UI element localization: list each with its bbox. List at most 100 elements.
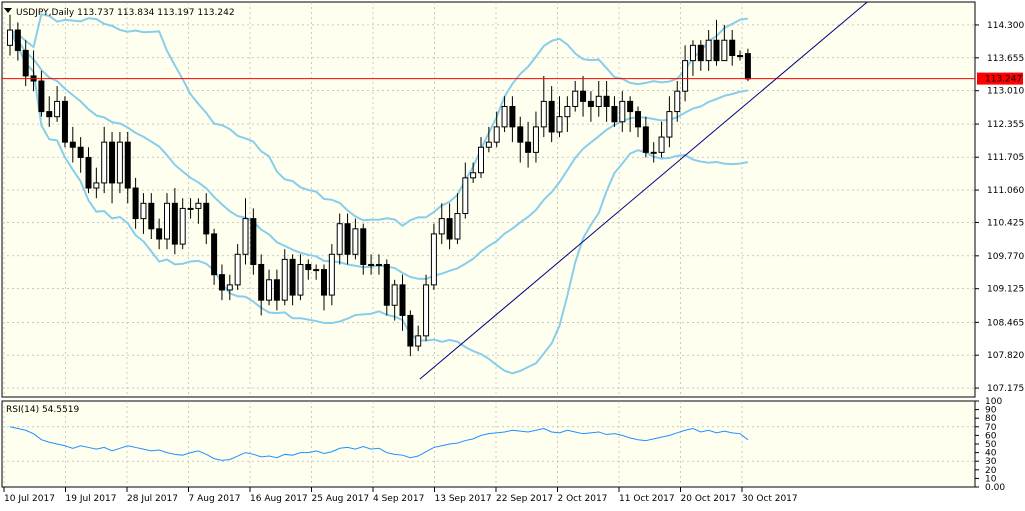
candle-body-bear bbox=[627, 100, 634, 113]
trendline[interactable] bbox=[419, 1, 868, 380]
price-panel: 114.300 113.655 113.010 112.355 111.705 111.0… bbox=[1, 1, 1024, 398]
x-tick-label: 22 Sep 2017 bbox=[496, 494, 553, 504]
candle bbox=[619, 91, 626, 132]
candle-body-bull bbox=[501, 105, 508, 128]
candle bbox=[650, 142, 657, 163]
candle-body-bear bbox=[344, 223, 351, 255]
candle bbox=[485, 126, 492, 153]
candle-body-bull bbox=[375, 263, 382, 266]
candle bbox=[635, 106, 641, 138]
candle bbox=[501, 96, 508, 132]
x-tick-label: 19 Jul 2017 bbox=[66, 494, 117, 504]
candle bbox=[195, 198, 202, 224]
candle bbox=[266, 269, 273, 306]
candle bbox=[218, 264, 225, 301]
candlestick-series bbox=[7, 14, 751, 357]
rsi-tick-label: 70 bbox=[985, 423, 997, 433]
candle-body-bear bbox=[250, 218, 257, 265]
candle-body-bull bbox=[352, 228, 359, 255]
candle-body-bear bbox=[446, 218, 453, 240]
candle bbox=[556, 96, 563, 138]
candle bbox=[203, 193, 210, 245]
x-tick-label: 10 Jul 2017 bbox=[4, 494, 55, 504]
candle bbox=[54, 86, 61, 122]
candle-body-bull bbox=[650, 151, 657, 154]
candle-body-bear bbox=[14, 29, 21, 51]
rsi-tick-label: 30 bbox=[985, 457, 997, 467]
candle bbox=[509, 96, 516, 143]
candle-body-bull bbox=[470, 172, 477, 179]
candle bbox=[407, 310, 414, 357]
y-tick-label: 112.355 bbox=[987, 120, 1024, 130]
candle bbox=[101, 126, 108, 194]
candle bbox=[321, 264, 327, 311]
candle-body-bull bbox=[281, 258, 288, 301]
candle-body-bull bbox=[266, 279, 273, 301]
candle-body-bull bbox=[140, 202, 147, 220]
candle-body-bear bbox=[580, 90, 587, 102]
candle-body-bear bbox=[642, 126, 649, 153]
candle-body-bull bbox=[619, 100, 626, 123]
candle-body-bear bbox=[383, 263, 390, 306]
current-price-label: 113.247 bbox=[985, 75, 1022, 85]
candle bbox=[666, 96, 673, 148]
candle bbox=[564, 96, 571, 132]
candle bbox=[281, 249, 288, 306]
candle bbox=[77, 137, 84, 173]
price-plot-area bbox=[1, 1, 976, 398]
dropdown-triangle-icon[interactable] bbox=[4, 8, 12, 13]
rsi-line bbox=[9, 426, 749, 461]
candle-body-bear bbox=[211, 233, 218, 276]
candle bbox=[368, 254, 375, 275]
candle-body-bull bbox=[666, 111, 673, 138]
candle-body-bull bbox=[54, 100, 61, 118]
candle bbox=[391, 279, 398, 321]
candle bbox=[689, 40, 696, 76]
candle-body-bull bbox=[658, 136, 665, 153]
y-tick-label: 114.300 bbox=[987, 21, 1024, 31]
candle bbox=[525, 121, 532, 168]
rsi-tick-label: 50 bbox=[985, 440, 997, 450]
candle bbox=[14, 22, 21, 61]
rsi-tick-label: 90 bbox=[985, 406, 997, 416]
candle bbox=[658, 121, 665, 158]
candle bbox=[375, 254, 382, 275]
candle-body-bear bbox=[258, 263, 265, 301]
candle-body-bull bbox=[164, 202, 170, 240]
y-tick-label: 113.655 bbox=[987, 54, 1024, 64]
candle-body-bear bbox=[713, 39, 720, 62]
candle-body-bear bbox=[729, 39, 736, 57]
candle-body-bull bbox=[540, 100, 547, 128]
candle-body-bull bbox=[116, 141, 123, 184]
candle-body-bear bbox=[525, 141, 532, 153]
candle bbox=[478, 137, 484, 178]
candle-body-bull bbox=[682, 60, 689, 92]
candle-body-bull bbox=[101, 141, 108, 184]
candle bbox=[179, 198, 186, 250]
candle bbox=[93, 167, 100, 199]
candle-body-bear bbox=[587, 100, 594, 107]
y-tick-label: 109.770 bbox=[987, 252, 1024, 262]
candle bbox=[423, 274, 430, 341]
candle-body-bear bbox=[744, 53, 751, 80]
candle bbox=[336, 213, 343, 265]
bollinger-upper bbox=[9, 12, 749, 227]
candle bbox=[46, 96, 53, 127]
y-tick-label: 111.060 bbox=[987, 186, 1024, 196]
candle bbox=[674, 81, 681, 122]
candle bbox=[116, 131, 123, 194]
x-tick-label: 11 Oct 2017 bbox=[619, 494, 675, 504]
candle-body-bull bbox=[438, 218, 445, 235]
candle bbox=[211, 228, 218, 285]
candle bbox=[729, 30, 736, 66]
candle-body-bull bbox=[485, 141, 492, 148]
candle bbox=[69, 126, 76, 163]
candle-body-bear bbox=[548, 100, 555, 133]
candle bbox=[438, 203, 445, 245]
candle-body-bear bbox=[132, 187, 139, 220]
candle-body-bull bbox=[234, 253, 241, 286]
candle-body-bull bbox=[430, 233, 437, 286]
candle bbox=[603, 81, 610, 122]
